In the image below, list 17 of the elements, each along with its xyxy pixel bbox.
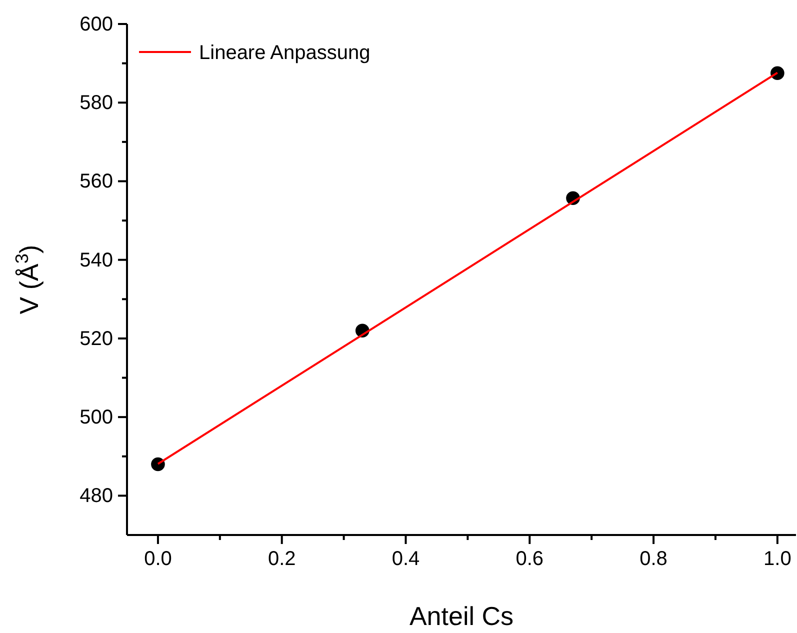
x-tick-label: 1.0 [764, 548, 792, 570]
y-tick-label: 480 [80, 485, 113, 508]
x-tick-label: 0.0 [144, 548, 172, 570]
y-tick-label: 500 [80, 406, 113, 428]
legend-label: Lineare Anpassung [199, 42, 370, 64]
y-tick-label: 540 [80, 249, 113, 272]
y-tick-label: 580 [80, 92, 113, 114]
x-tick-label: 0.4 [392, 548, 420, 570]
x-tick-label: 0.2 [268, 548, 296, 570]
x-axis-title: Anteil Cs [409, 601, 514, 631]
point [770, 66, 784, 80]
point [151, 457, 165, 472]
x-tick-label: 0.8 [640, 548, 668, 570]
y-tick-label: 560 [80, 170, 113, 193]
y-tick-label: 520 [80, 328, 113, 350]
x-tick-label: 0.6 [516, 548, 544, 570]
y-tick-label: 600 [80, 13, 113, 36]
